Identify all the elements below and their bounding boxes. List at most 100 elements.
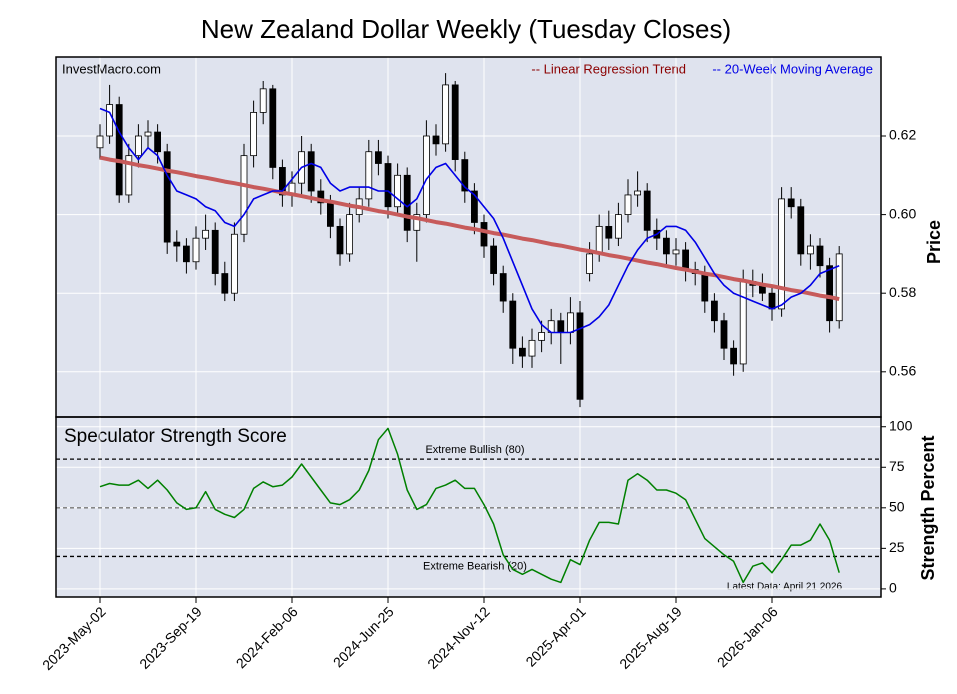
candle-body: [413, 214, 421, 231]
candle-body: [643, 190, 651, 231]
candle-body: [259, 88, 267, 113]
candle-body: [202, 229, 210, 239]
x-tick-label: 2024-Jun-25: [330, 603, 397, 670]
candle-body: [835, 253, 843, 322]
y-tick-label: 75: [889, 458, 905, 474]
y-tick-label: 0.60: [889, 205, 916, 221]
candle-body: [336, 225, 344, 255]
panel-frame: [55, 416, 882, 598]
candle-body: [384, 163, 392, 208]
chart-title: New Zealand Dollar Weekly (Tuesday Close…: [201, 14, 731, 44]
candle-body: [106, 104, 113, 137]
x-tick-label: 2025-Apr-01: [522, 603, 588, 669]
candle-body: [778, 198, 785, 310]
candle-body: [538, 332, 545, 341]
candle-body: [672, 249, 680, 255]
candle-body: [720, 320, 728, 349]
source-label: InvestMacro.com: [62, 61, 161, 76]
candle-body: [163, 151, 171, 243]
strength-line: [99, 427, 840, 584]
x-tick-label: 2024-Feb-06: [233, 603, 301, 671]
candle-body: [509, 300, 517, 349]
panel-title: Speculator Strength Score: [64, 426, 287, 447]
candle-body: [499, 273, 507, 302]
y-tick-label: 25: [889, 539, 905, 555]
candle-body: [115, 104, 123, 196]
x-tick-label: 2023-Sep-19: [136, 603, 205, 672]
candle-body: [403, 174, 411, 231]
candle-body: [711, 300, 718, 322]
candle-body: [519, 347, 526, 357]
candle-body: [567, 312, 574, 333]
reference-label: Extreme Bearish (20): [423, 560, 527, 572]
candle-body: [144, 131, 152, 137]
y-tick-label: 0.56: [889, 363, 916, 379]
moving-average-line: [99, 107, 840, 334]
reference-label: Extreme Bullish (80): [425, 444, 524, 456]
y-tick-label: 50: [889, 499, 905, 515]
candle-body: [576, 312, 584, 400]
candle-body: [480, 222, 488, 247]
x-tick-label: 2025-Aug-19: [616, 603, 685, 672]
candle-body: [528, 339, 536, 357]
candle-body: [250, 112, 258, 157]
candle-body: [701, 273, 709, 302]
candle-body: [173, 241, 181, 247]
candle-body: [432, 135, 440, 145]
candle-body: [394, 174, 402, 208]
candle-body: [816, 245, 824, 267]
candle-body: [451, 84, 459, 160]
candle-body: [134, 135, 142, 157]
candle-body: [663, 237, 670, 255]
y-tick-label: 100: [889, 417, 913, 433]
candle-body: [365, 151, 373, 200]
x-tick-label: 2023-May-02: [39, 603, 109, 673]
candle-body: [442, 84, 450, 145]
candle-body: [682, 249, 689, 271]
candle-body: [278, 167, 286, 196]
candle-body: [586, 253, 593, 274]
candle-body: [739, 281, 747, 365]
candle-body: [346, 214, 354, 255]
candle-body: [826, 265, 833, 322]
candle-body: [768, 292, 776, 310]
candle-body: [240, 155, 248, 235]
candle-body: [182, 245, 190, 263]
annotation: Latest Data: April 21 2026: [727, 582, 843, 593]
y-axis-label: Strength Percent: [918, 435, 938, 580]
candle-body: [470, 190, 478, 223]
legend-trend: -- Linear Regression Trend: [531, 61, 686, 76]
candle-body: [307, 151, 315, 192]
candle-body: [730, 347, 737, 365]
y-tick-label: 0.58: [889, 284, 916, 300]
y-tick-label: 0: [889, 580, 897, 596]
candle-body: [557, 320, 565, 333]
candle-body: [269, 88, 277, 168]
candle-body: [96, 135, 104, 149]
candle-body: [211, 229, 219, 274]
candle-body: [326, 202, 334, 227]
legend-ma: -- 20-Week Moving Average: [712, 61, 873, 76]
candle-body: [125, 155, 133, 196]
y-axis-label: Price: [924, 220, 944, 264]
candle-body: [605, 225, 613, 239]
candle-body: [797, 206, 805, 255]
candle-body: [624, 194, 632, 215]
candle-body: [154, 131, 162, 153]
x-tick-label: 2026-Jan-06: [714, 603, 781, 670]
x-tick-label: 2024-Nov-12: [424, 603, 493, 672]
candle-body: [221, 273, 229, 294]
plot-background: [56, 57, 881, 597]
candle-body: [634, 190, 641, 196]
candle-body: [374, 151, 382, 164]
candle-body: [490, 245, 498, 274]
candle-body: [595, 225, 603, 255]
candle-body: [230, 233, 238, 294]
candle-body: [317, 190, 325, 204]
candle-body: [422, 135, 430, 215]
y-tick-label: 0.62: [889, 127, 916, 143]
candle-body: [807, 245, 814, 255]
candle-body: [192, 237, 200, 263]
